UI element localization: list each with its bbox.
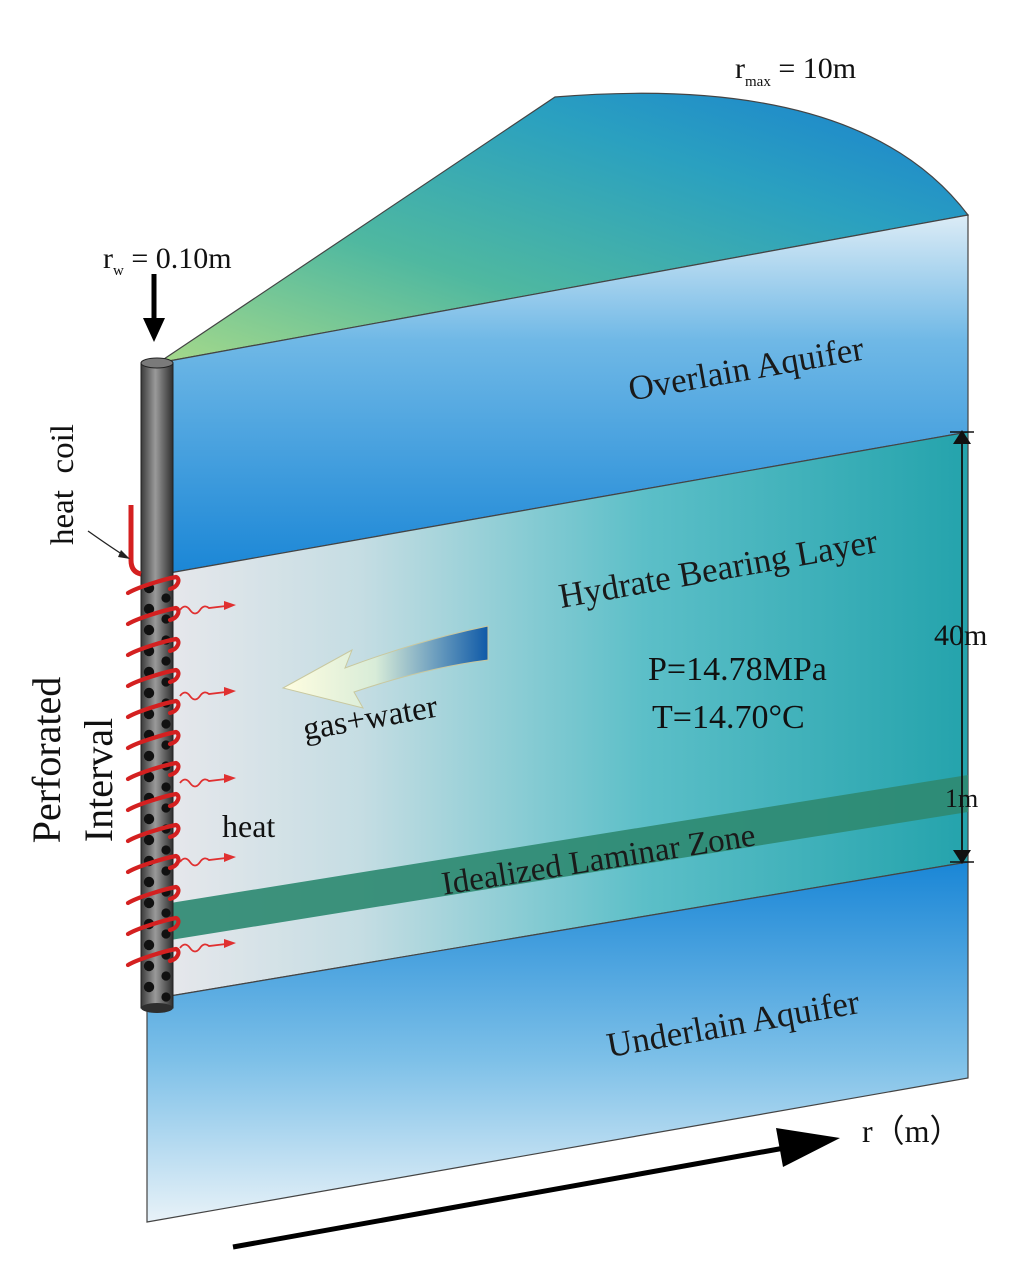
heat-coil-wrap (125, 667, 181, 689)
perforation-hole (143, 876, 155, 888)
thickness-total-label: 40m (934, 619, 987, 652)
laminar-zone-band (158, 775, 968, 942)
perforation-hole (161, 740, 171, 750)
r-w-arrow (143, 274, 165, 342)
perforation-hole (143, 981, 155, 993)
heat-arrow (179, 601, 236, 615)
heat-coil-wrap (125, 605, 181, 627)
perforation-hole (143, 603, 155, 615)
perforation-hole (143, 813, 155, 825)
thickness-laminar-label: 1m (945, 784, 978, 813)
gas-water-flow-arrow (281, 625, 489, 709)
perforation-hole (143, 771, 155, 783)
heat-coil-lead (128, 505, 142, 577)
heat-coil (125, 574, 181, 968)
perforation-hole (161, 845, 171, 855)
heat-arrows (179, 601, 236, 953)
perforation-hole (143, 624, 155, 636)
perforation-hole (143, 960, 155, 972)
r-axis-label: r（m） (862, 1113, 962, 1149)
heat-coil-wrap (125, 574, 181, 596)
heat-coil-wrap (125, 822, 181, 844)
heat-coil-wrap (125, 698, 181, 720)
perforation-hole (161, 929, 171, 939)
perforation-hole (161, 992, 171, 1002)
perforation-hole (143, 897, 155, 909)
heat-arrow (179, 853, 236, 867)
perforation-hole (161, 782, 171, 792)
heat-arrow (179, 939, 236, 953)
heat-coil-label: heat coil (45, 424, 81, 545)
perforation-hole (161, 614, 171, 624)
heat-coil-wrap (125, 884, 181, 906)
heat-coil-wrap (125, 636, 181, 658)
perforation-hole (161, 971, 171, 981)
interval-label: Interval (76, 718, 121, 842)
thickness-dimension (950, 430, 974, 864)
heat-coil-wrap (125, 915, 181, 937)
pressure-label: P=14.78MPa (648, 651, 827, 688)
perforation-hole (161, 656, 171, 666)
top-surface (157, 92, 970, 364)
perforation-hole (161, 908, 171, 918)
perforation-hole (143, 750, 155, 762)
heat-label: heat (222, 808, 275, 844)
perforation-hole (161, 677, 171, 687)
perforation-hole (161, 593, 171, 603)
heat-arrow (179, 687, 236, 701)
heat-coil-wrap (125, 729, 181, 751)
perforation-hole (143, 939, 155, 951)
heat-coil-wrap (125, 853, 181, 875)
perforation-hole (143, 834, 155, 846)
heat-coil-wrap (125, 946, 181, 968)
perforation-hole (143, 687, 155, 699)
perforation-hole (161, 719, 171, 729)
r-w-label: rw = 0.10m (103, 242, 232, 279)
heat-coil-wrap (125, 791, 181, 813)
temperature-label: T=14.70°C (652, 699, 805, 736)
heat-arrow (179, 774, 236, 788)
r-axis-arrow (232, 1128, 840, 1250)
r-max-label: rmax = 10m (735, 52, 856, 90)
heat-coil-wrap (125, 760, 181, 782)
perforated-label: Perforated (24, 677, 69, 844)
